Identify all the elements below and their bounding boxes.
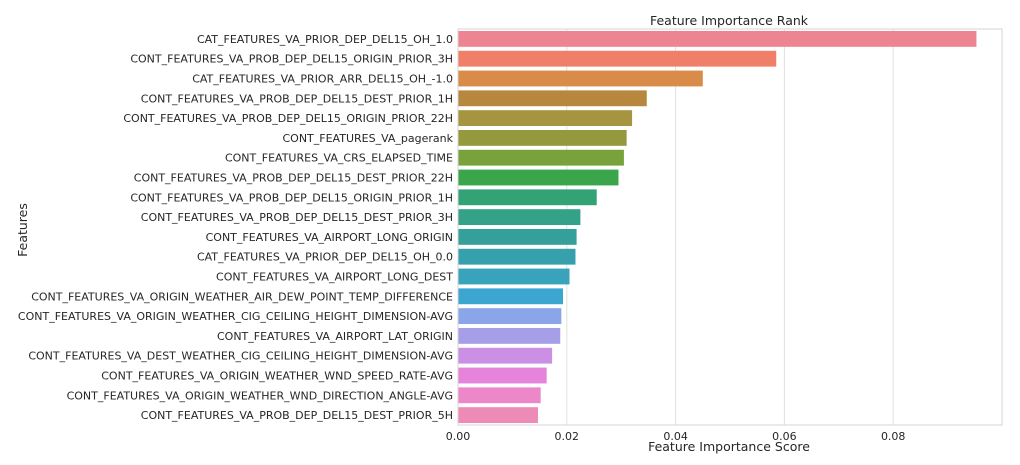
bars — [458, 30, 977, 424]
x-tick-label: 0.06 — [772, 430, 797, 443]
bar — [458, 367, 547, 384]
bar — [458, 189, 597, 206]
x-tick-label: 0.04 — [663, 430, 688, 443]
category-label: CAT_FEATURES_VA_PRIOR_ARR_DEL15_OH_-1.0 — [192, 73, 453, 86]
bar — [458, 268, 570, 285]
bar — [458, 327, 561, 344]
category-label: CONT_FEATURES_VA_ORIGIN_WEATHER_WND_DIRE… — [67, 389, 453, 402]
bar — [458, 90, 647, 107]
category-label: CONT_FEATURES_VA_ORIGIN_WEATHER_WND_SPEE… — [101, 370, 453, 383]
category-label: CONT_FEATURES_VA_PROB_DEP_DEL15_ORIGIN_P… — [123, 112, 453, 125]
y-axis-title: Features — [15, 203, 30, 257]
category-label: CONT_FEATURES_VA_DEST_WEATHER_CIG_CEILIN… — [28, 350, 453, 363]
category-labels: CAT_FEATURES_VA_PRIOR_DEP_DEL15_OH_1.0 CO… — [18, 33, 454, 422]
plot-frame — [457, 28, 1003, 426]
category-label: CONT_FEATURES_VA_ORIGIN_WEATHER_CIG_CEIL… — [18, 310, 453, 323]
category-label: CONT_FEATURES_VA_PROB_DEP_DEL15_ORIGIN_P… — [130, 53, 453, 66]
category-label: CONT_FEATURES_VA_AIRPORT_LONG_DEST — [216, 271, 453, 284]
chart-title: Feature Importance Rank — [650, 13, 809, 28]
bar — [458, 288, 563, 305]
bar — [458, 169, 619, 186]
bar — [458, 70, 703, 87]
bar — [458, 149, 624, 166]
category-label: CONT_FEATURES_VA_AIRPORT_LAT_ORIGIN — [217, 330, 453, 343]
category-label: CONT_FEATURES_VA_PROB_DEP_DEL15_ORIGIN_P… — [130, 191, 453, 204]
bar — [458, 228, 577, 245]
x-axis-title: Feature Importance Score — [648, 439, 810, 454]
category-label: CONT_FEATURES_VA_AIRPORT_LONG_ORIGIN — [206, 231, 453, 244]
bar — [458, 129, 627, 146]
bar — [458, 248, 576, 265]
x-tick-label: 0.00 — [446, 430, 471, 443]
bar — [458, 50, 777, 67]
category-label: CAT_FEATURES_VA_PRIOR_DEP_DEL15_OH_0.0 — [197, 251, 453, 264]
bar — [458, 30, 977, 47]
category-label: CONT_FEATURES_VA_CRS_ELAPSED_TIME — [225, 152, 453, 165]
x-tick-labels: 0.00 0.02 0.04 0.06 0.08 — [446, 430, 906, 443]
x-tick-label: 0.08 — [881, 430, 906, 443]
category-label: CONT_FEATURES_VA_PROB_DEP_DEL15_DEST_PRI… — [141, 92, 453, 105]
category-label: CONT_FEATURES_VA_PROB_DEP_DEL15_DEST_PRI… — [141, 211, 453, 224]
category-label: CONT_FEATURES_VA_PROB_DEP_DEL15_DEST_PRI… — [134, 172, 453, 185]
plot-border — [457, 28, 1003, 426]
bar — [458, 347, 553, 364]
bar — [458, 387, 541, 404]
bar — [458, 209, 581, 226]
bar — [458, 308, 562, 325]
category-label: CONT_FEATURES_VA_ORIGIN_WEATHER_AIR_DEW_… — [31, 290, 453, 303]
bar — [458, 110, 633, 127]
category-label: CONT_FEATURES_VA_pagerank — [282, 132, 453, 145]
bar — [458, 407, 538, 424]
x-tick-label: 0.02 — [555, 430, 580, 443]
category-label: CONT_FEATURES_VA_PROB_DEP_DEL15_DEST_PRI… — [141, 409, 453, 422]
grid-lines — [457, 29, 894, 425]
category-label: CAT_FEATURES_VA_PRIOR_DEP_DEL15_OH_1.0 — [197, 33, 453, 46]
